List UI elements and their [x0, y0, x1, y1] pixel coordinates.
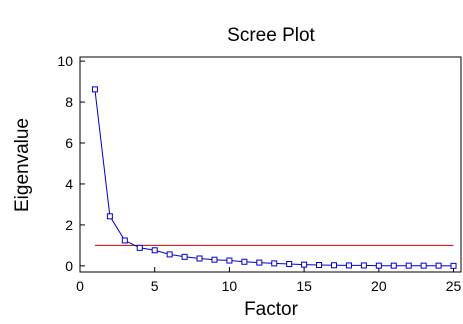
- y-tick-label: 10: [57, 53, 73, 69]
- data-point: [390, 262, 397, 269]
- data-point: [181, 253, 188, 260]
- data-point: [360, 262, 367, 269]
- y-tick-label: 0: [65, 258, 73, 274]
- x-tick-label: 20: [371, 278, 387, 294]
- data-point: [121, 237, 128, 244]
- plot-frame: [79, 56, 462, 273]
- data-point: [345, 262, 352, 269]
- y-tick-label: 2: [65, 217, 73, 233]
- data-point: [331, 262, 337, 269]
- x-tick-label: 5: [151, 278, 159, 294]
- eigenvalue-series-line: [94, 89, 454, 267]
- data-point: [405, 262, 412, 269]
- chart-title: Scree Plot: [227, 25, 315, 46]
- data-point: [106, 213, 113, 220]
- data-point: [256, 259, 263, 266]
- x-tick-label: 15: [296, 278, 312, 294]
- data-point: [286, 261, 293, 268]
- data-point: [420, 262, 427, 269]
- data-point: [136, 244, 143, 251]
- y-tick-label: 4: [65, 176, 73, 192]
- y-axis: 0 2 4 6 8 10: [57, 53, 85, 274]
- data-point: [196, 255, 203, 262]
- y-tick-label: 8: [65, 94, 73, 110]
- data-point: [435, 262, 442, 269]
- x-tick-label: 10: [222, 278, 238, 294]
- data-point: [166, 251, 173, 258]
- data-point: [316, 262, 323, 269]
- x-axis-label: Factor: [244, 299, 299, 320]
- x-tick-label: 25: [446, 278, 462, 294]
- data-point: [151, 247, 158, 254]
- x-tick-label: 0: [76, 278, 84, 294]
- data-point: [375, 262, 382, 269]
- data-point: [450, 262, 457, 269]
- data-point: [226, 257, 233, 264]
- x-axis: 0 5 10 15 20 25: [76, 267, 462, 294]
- data-point: [91, 86, 98, 93]
- data-point: [211, 256, 218, 263]
- data-point: [241, 258, 248, 265]
- data-point: [301, 261, 308, 268]
- data-point: [271, 260, 278, 267]
- y-tick-label: 6: [65, 135, 73, 151]
- y-axis-label: Eigenvalue: [12, 118, 33, 212]
- eigenvalue-points: [91, 86, 457, 269]
